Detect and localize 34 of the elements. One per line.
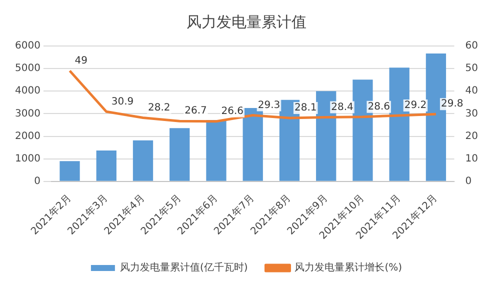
y-tick-label: 6000 xyxy=(14,40,40,52)
y-tick-label: 5000 xyxy=(14,63,40,74)
y-tick-label: 4000 xyxy=(14,86,40,97)
chart-title: 风力发电量累计值 xyxy=(186,12,306,31)
data-label: 30.9 xyxy=(111,96,134,108)
y-tick-label: 3000 xyxy=(14,108,40,120)
y2-tick-label: 60 xyxy=(465,40,478,52)
y2-tick-label: 40 xyxy=(465,86,478,97)
y2-tick-label: 0 xyxy=(465,176,472,187)
data-label: 29.3 xyxy=(258,100,280,111)
y2-tick-label: 30 xyxy=(465,108,478,120)
data-label: 28.4 xyxy=(331,102,354,113)
bar xyxy=(60,161,80,181)
data-label: 49 xyxy=(74,55,88,66)
data-label: 28.1 xyxy=(294,102,317,114)
y-tick-label: 1000 xyxy=(14,153,40,164)
bar xyxy=(132,140,154,181)
bar xyxy=(206,120,226,181)
bar xyxy=(170,128,190,181)
y-tick-label: 0 xyxy=(34,176,40,187)
data-label: 29.2 xyxy=(404,100,427,112)
data-label: 26.7 xyxy=(184,106,207,117)
y2-tick-label: 50 xyxy=(465,63,478,74)
data-label: 29.8 xyxy=(440,98,464,110)
bar xyxy=(242,108,263,181)
y-tick-label: 2000 xyxy=(14,130,40,142)
legend-label: 风力发电量累计增长(%) xyxy=(294,262,402,274)
bar xyxy=(96,150,116,181)
y2-tick-label: 20 xyxy=(465,130,478,142)
data-label: 26.6 xyxy=(221,106,244,117)
y2-tick-label: 10 xyxy=(465,153,478,164)
data-label: 28.6 xyxy=(368,101,390,112)
data-label: 28.2 xyxy=(148,102,170,114)
legend-label: 风力发电量累计值(亿千瓦时) xyxy=(120,262,248,274)
